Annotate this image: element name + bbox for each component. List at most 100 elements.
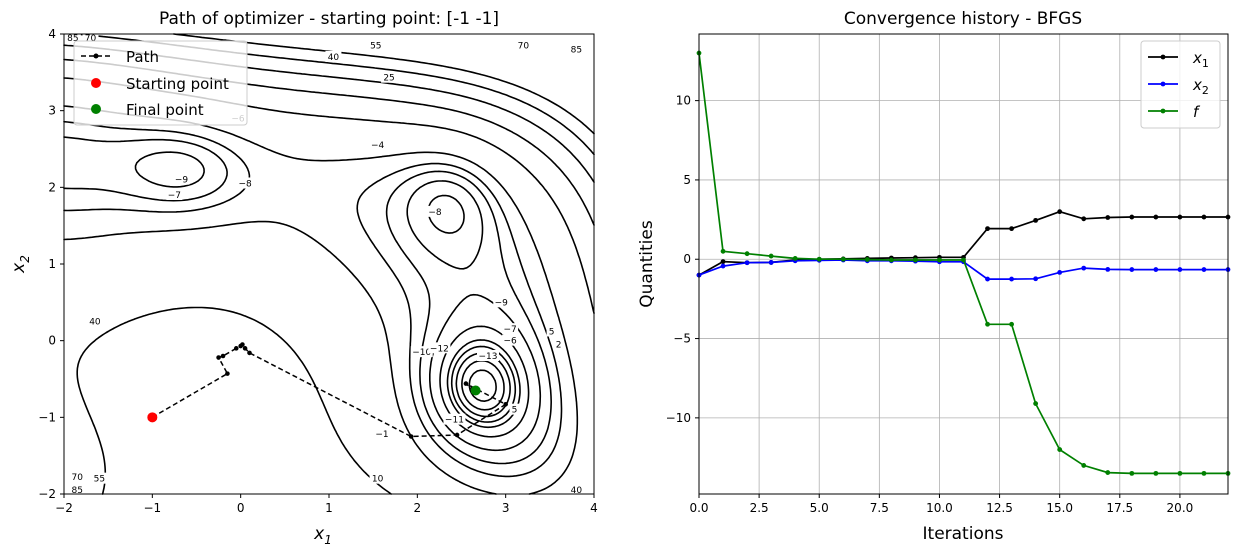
- series-point: [985, 321, 990, 327]
- contour-label: −10: [412, 348, 431, 358]
- series-point: [961, 257, 966, 263]
- series-point: [1057, 447, 1063, 452]
- x-tick-label: 12.5: [986, 501, 1013, 515]
- contour-label-bg: [410, 346, 433, 358]
- x-tick-label: 0.0: [689, 501, 708, 515]
- contour-label: 5: [512, 406, 518, 416]
- series-point: [1105, 266, 1111, 272]
- contour-label-bg: [69, 471, 86, 483]
- contour-label-bg: [374, 428, 390, 440]
- y-tick-label: 0: [683, 252, 691, 266]
- convergence-plot-title: Convergence history - BFGS: [844, 9, 1082, 29]
- contour-line: [63, 105, 579, 495]
- contour-plot-title: Path of optimizer - starting point: [-1 …: [159, 9, 499, 29]
- series-point: [1033, 217, 1039, 223]
- series-point: [913, 257, 918, 263]
- contour-label: −7: [168, 191, 181, 201]
- path-point: [240, 342, 245, 347]
- y-tick-label: 10: [676, 94, 691, 108]
- x-tick-label: 2: [414, 501, 422, 515]
- contour-line: [446, 339, 521, 429]
- series-point: [1081, 463, 1087, 468]
- contour-label: 40: [328, 53, 340, 63]
- contour-line: [63, 120, 563, 478]
- contour-label: −8: [428, 208, 442, 218]
- legend-label-starting-point: Starting point: [126, 75, 229, 93]
- series-point: [1105, 215, 1111, 220]
- x-tick-label: 5.0: [810, 501, 829, 515]
- x-tick-label: −1: [143, 501, 161, 515]
- path-point: [247, 350, 252, 356]
- contour-label: 10: [372, 475, 384, 485]
- contour-label-bg: [546, 325, 557, 337]
- series-point: [744, 260, 750, 266]
- series-point: [985, 226, 990, 232]
- contour-label-bg: [428, 342, 451, 354]
- x-tick-label: 0: [237, 501, 245, 515]
- path-point: [216, 355, 221, 360]
- contour-label: −12: [430, 344, 449, 354]
- contour-label: −7: [503, 325, 516, 335]
- contour-label-bg: [69, 484, 86, 496]
- y-tick-label: −5: [673, 332, 691, 346]
- series-point: [1201, 470, 1207, 476]
- series-point: [1009, 276, 1014, 282]
- contour-line: [134, 151, 542, 452]
- contour-label-bg: [166, 189, 183, 200]
- series-line: [698, 210, 1228, 276]
- series-point: [888, 257, 894, 263]
- contour-label: 55: [370, 42, 381, 52]
- svg-text:x2: x2: [9, 255, 32, 274]
- contour-label-bg: [509, 403, 520, 415]
- contour-label: −8: [238, 180, 252, 190]
- series-point: [1177, 470, 1183, 476]
- contour-label-bg: [325, 51, 342, 62]
- series-point: [1009, 321, 1014, 327]
- legend-label-path: Path: [126, 48, 159, 66]
- contour-label-bg: [502, 334, 519, 346]
- series-point: [720, 259, 726, 265]
- y-tick-label: 1: [48, 257, 56, 271]
- x-tick-label: −2: [55, 501, 73, 515]
- path-point: [242, 346, 248, 351]
- contour-plot-legend: Path Starting point Final point: [73, 40, 248, 126]
- path-point: [454, 432, 460, 438]
- contour-label-bg: [369, 139, 386, 151]
- series-point: [744, 251, 750, 257]
- x-tick-label: 1: [325, 501, 333, 515]
- contour-label-bg: [367, 39, 384, 51]
- legend-label: f: [1193, 103, 1201, 121]
- series-x1: [696, 209, 1231, 278]
- contour-label-bg: [515, 39, 532, 51]
- contour-label-bg: [493, 296, 510, 308]
- legend-box: [1140, 40, 1221, 129]
- contour-label: −9: [175, 176, 189, 186]
- series-point: [1177, 267, 1183, 272]
- x-tick-label: 2.5: [750, 501, 769, 515]
- contour-label: −11: [445, 416, 464, 426]
- contour-label-bg: [381, 71, 398, 83]
- series-point: [1081, 265, 1087, 271]
- series-point: [792, 256, 798, 261]
- y-tick-label: 3: [48, 104, 56, 118]
- y-tick-label: 4: [48, 27, 56, 41]
- contour-label: 85: [72, 486, 83, 496]
- contour-line: [450, 345, 517, 423]
- series-point: [1009, 226, 1014, 232]
- path-point: [408, 434, 414, 439]
- contour-label-bg: [64, 31, 81, 43]
- legend-item-f: f: [1148, 103, 1201, 121]
- series-point: [1153, 267, 1159, 272]
- contour-label-bg: [553, 338, 564, 350]
- contour-label-bg: [173, 173, 190, 185]
- contour-plot-frame: [63, 33, 595, 495]
- contour-label-bg: [477, 350, 499, 361]
- contour-plot-panel: Path of optimizer - starting point: [-1 …: [9, 9, 598, 547]
- contour-label: 25: [383, 74, 394, 84]
- x-tick-label: 15.0: [1046, 501, 1073, 515]
- y-tick-label: −1: [38, 410, 56, 424]
- contour-label: 55: [94, 475, 105, 485]
- series-point: [1153, 470, 1159, 476]
